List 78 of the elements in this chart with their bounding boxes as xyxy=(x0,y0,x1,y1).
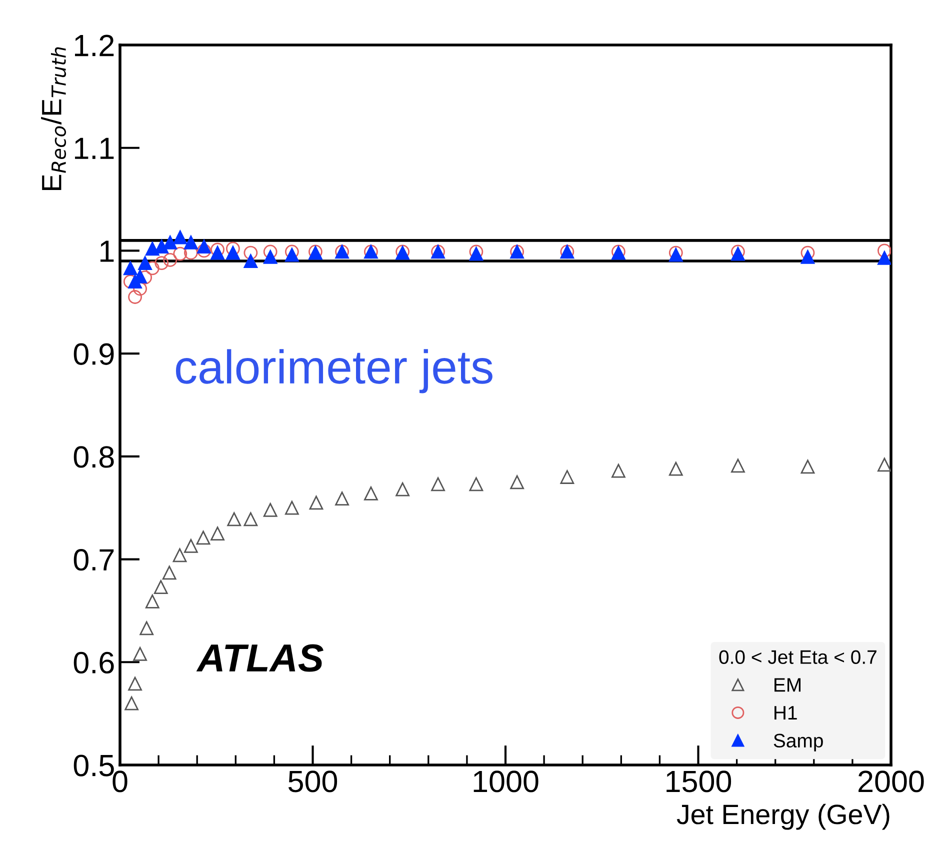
point xyxy=(309,496,324,510)
y-tick-label: 0.6 xyxy=(74,652,114,674)
legend-title: 0.0 < Jet Eta < 0.7 xyxy=(719,650,876,664)
point xyxy=(878,244,891,258)
point xyxy=(184,538,198,553)
point xyxy=(396,482,410,496)
point xyxy=(800,250,815,264)
point xyxy=(133,646,147,661)
legend-label: EM xyxy=(774,678,801,692)
point xyxy=(145,261,160,276)
point xyxy=(244,512,258,526)
y-tick-label: 0.9 xyxy=(74,343,114,365)
x-tick-label: 500 xyxy=(288,770,338,792)
point xyxy=(284,244,299,259)
legend-label: H1 xyxy=(774,706,797,720)
point xyxy=(335,492,349,506)
annotation: ATLAS xyxy=(196,644,324,672)
x-axis-title: Jet Energy (GeV) xyxy=(676,804,890,830)
x-tick-label: 0 xyxy=(112,770,128,792)
point xyxy=(140,621,154,636)
point xyxy=(226,246,240,260)
point xyxy=(197,244,211,258)
point xyxy=(196,530,210,545)
point xyxy=(145,594,160,608)
y-tick-label: 0.7 xyxy=(74,549,114,571)
point xyxy=(162,566,176,580)
point xyxy=(163,253,178,267)
y-tick-label: 1 xyxy=(100,240,114,262)
y-tick-label: 1.1 xyxy=(74,138,114,159)
point xyxy=(431,477,445,492)
point xyxy=(197,240,211,254)
point xyxy=(210,526,224,541)
point xyxy=(124,696,139,710)
y-tick-label: 0.5 xyxy=(74,754,114,776)
y-axis-title: E$_{Reco}$/E$_{Truth}$ xyxy=(41,47,66,190)
y-tick-label: 1.2 xyxy=(74,34,114,56)
point xyxy=(878,458,891,472)
x-tick-label: 1000 xyxy=(474,770,538,792)
point xyxy=(173,230,188,244)
x-tick-label: 2000 xyxy=(858,770,924,792)
point xyxy=(128,290,142,304)
point xyxy=(800,460,815,474)
point xyxy=(227,512,242,526)
legend-label: Samp xyxy=(774,734,823,752)
point xyxy=(469,477,484,492)
point xyxy=(128,676,142,691)
point xyxy=(173,246,188,261)
point xyxy=(184,236,198,250)
point xyxy=(364,486,378,500)
point xyxy=(154,240,169,254)
point xyxy=(210,242,224,257)
point xyxy=(138,256,152,270)
point xyxy=(133,282,147,296)
point xyxy=(731,458,745,473)
point xyxy=(123,261,138,276)
point xyxy=(154,256,169,270)
point xyxy=(163,236,178,250)
y-tick-label: 0.8 xyxy=(74,446,114,468)
x-tick-label: 1500 xyxy=(666,770,732,792)
point xyxy=(510,475,524,490)
point xyxy=(172,548,187,562)
point xyxy=(244,254,258,268)
point xyxy=(263,502,278,517)
annotation: calorimeter jets xyxy=(176,349,492,394)
point xyxy=(263,250,278,264)
point xyxy=(668,462,683,476)
point xyxy=(226,242,240,256)
point xyxy=(154,580,168,594)
point xyxy=(244,246,258,260)
point xyxy=(878,250,891,265)
point xyxy=(145,242,160,256)
point xyxy=(612,464,626,478)
point xyxy=(560,470,574,484)
point xyxy=(284,248,299,262)
point xyxy=(210,246,224,260)
point xyxy=(284,500,299,515)
point xyxy=(263,244,278,259)
point xyxy=(800,246,815,260)
